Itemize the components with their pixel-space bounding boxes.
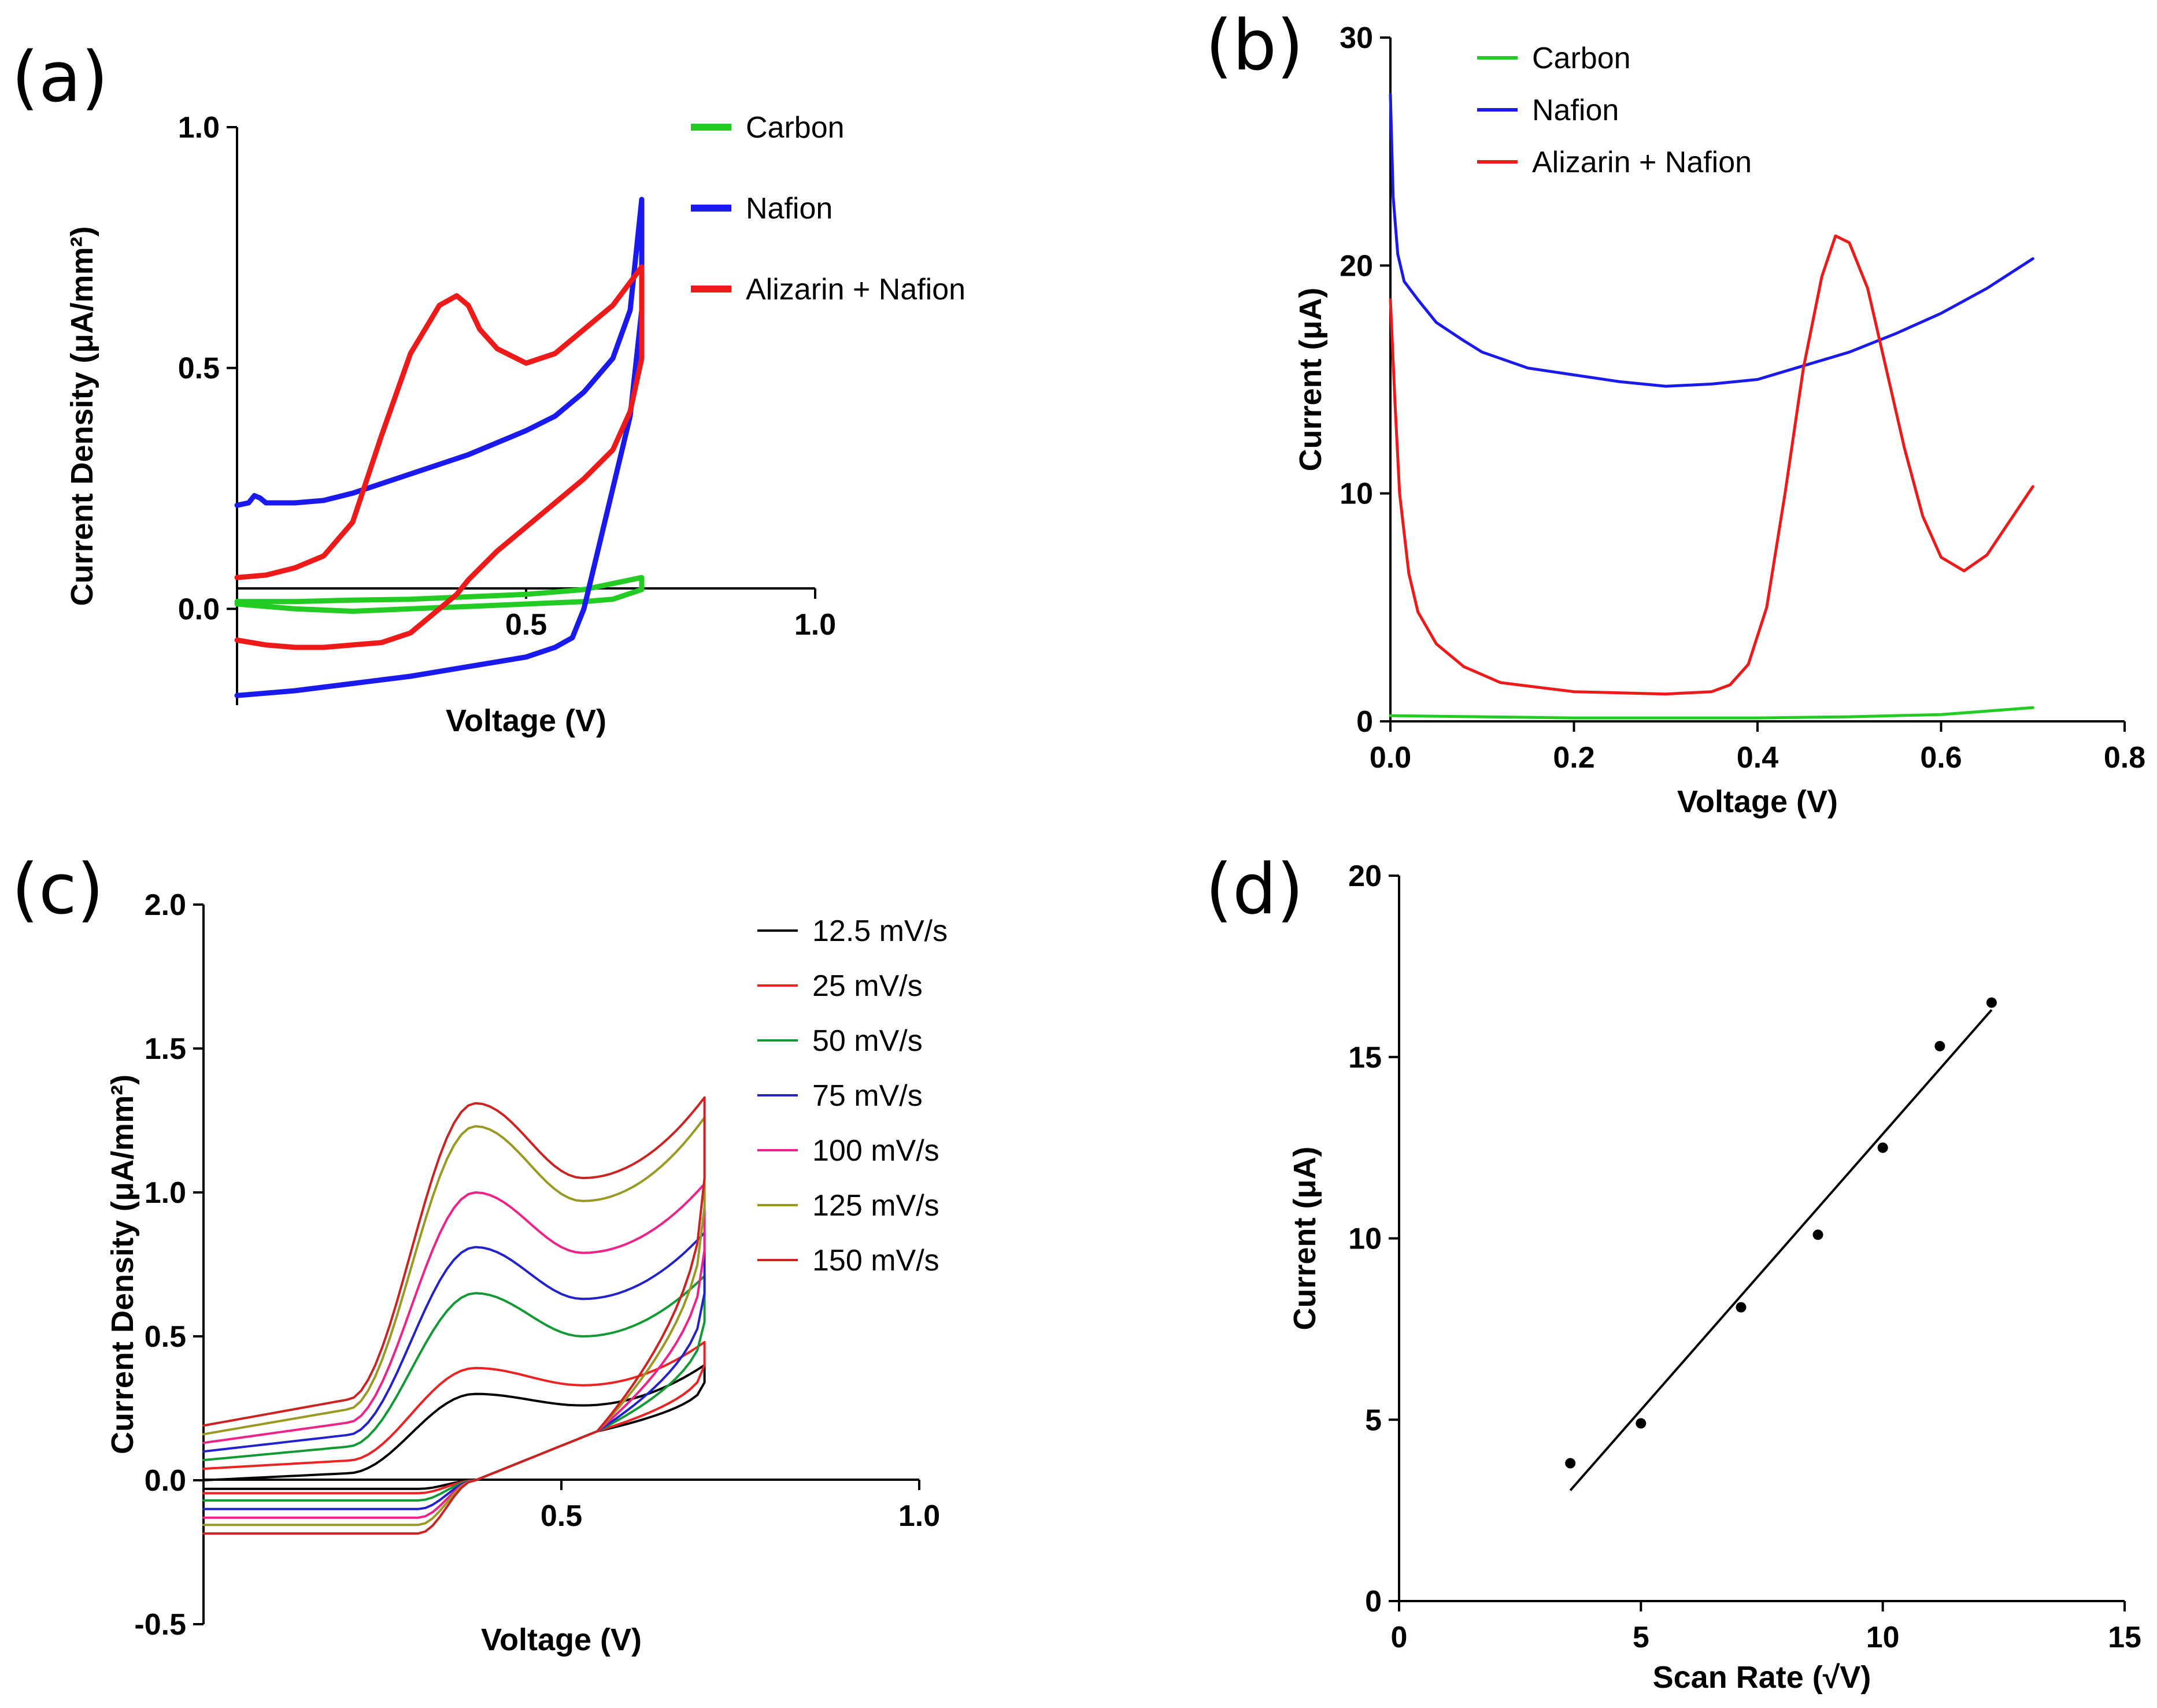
chart-b-y-tick-label: 10	[1340, 477, 1373, 511]
chart-b-y-tick-label: 20	[1340, 249, 1373, 283]
chart-a-series-alizarin-nafion	[234, 264, 645, 650]
chart-c-series-75-mv-s	[202, 1231, 706, 1510]
chart-c-series-100-mv-s	[202, 1183, 706, 1519]
chart-c-legend-label: 150 mV/s	[812, 1244, 939, 1277]
chart-b-y-tick-label: 0	[1356, 705, 1373, 739]
chart-d-y-axis-title: Current (μA)	[1287, 1146, 1322, 1330]
chart-b-x-tick-label: 0.0	[1370, 741, 1411, 775]
chart-c-series-12-5-mv-s	[202, 1364, 706, 1490]
chart-b-series-carbon	[1389, 706, 2034, 720]
chart-c-legend-label: 125 mV/s	[812, 1189, 939, 1222]
chart-c-legend-label: 12.5 mV/s	[812, 914, 948, 948]
chart-a-y-tick-label: 0.0	[178, 592, 220, 626]
chart-c: -0.5 0.0 0.5 1.0 1.5 2.0 0.5 1.0 Voltage (V) Curr…	[105, 888, 948, 1657]
chart-d-x-axis-title: Scan Rate (√V)	[1653, 1660, 1871, 1695]
chart-d-y-tick-label: 0	[1365, 1585, 1382, 1618]
chart-d-x-tick-label: 5	[1633, 1621, 1649, 1654]
chart-b-series-alizarin-nafion	[1389, 234, 2034, 696]
chart-c-y-tick-label: 0.5	[145, 1320, 186, 1354]
chart-d-point	[1736, 1302, 1747, 1313]
chart-d-x-tick-label: 15	[2108, 1621, 2141, 1654]
chart-b-x-tick-label: 0.8	[2104, 741, 2145, 775]
chart-c-series-150-mv-s	[202, 1096, 706, 1535]
chart-d-point	[1636, 1418, 1647, 1429]
chart-c-legend-label: 50 mV/s	[812, 1024, 923, 1058]
chart-a-y-tick-label: 0.5	[178, 352, 220, 386]
chart-c-series-25-mv-s	[202, 1341, 706, 1495]
chart-a-y-tick-label: 1.0	[178, 111, 220, 145]
chart-a-x-axis-title: Voltage (V)	[446, 703, 606, 738]
chart-b-x-tick-label: 0.6	[1920, 741, 1962, 775]
chart-c-y-axis-title: Current Density (μA/mm²)	[105, 1075, 140, 1454]
chart-b-x-axis-title: Voltage (V)	[1677, 784, 1838, 819]
chart-d-point	[1877, 1142, 1888, 1153]
chart-a-legend-label: Carbon	[746, 111, 845, 145]
chart-a-x-tick-label: 1.0	[794, 608, 836, 642]
chart-b-legend-label: Carbon	[1532, 42, 1631, 75]
chart-d: 0 5 10 15 20 0 5 10 15 Scan Rate (√V) Current (μA)	[1287, 859, 2141, 1695]
chart-c-legend-label: 25 mV/s	[812, 969, 923, 1003]
chart-d-x-tick-label: 0	[1391, 1621, 1408, 1654]
chart-d-y-tick-label: 15	[1348, 1041, 1382, 1075]
chart-b: 0 10 20 30 0.0 0.2 0.4 0.6 0.8 Voltage (V) Current…	[1293, 21, 2145, 819]
chart-b-legend-label: Nafion	[1532, 94, 1619, 127]
chart-a-y-axis-title: Current Density (μA/mm²)	[65, 226, 99, 606]
chart-c-y-tick-label: 1.5	[145, 1032, 186, 1066]
chart-d-y-tick-label: 10	[1348, 1222, 1382, 1256]
chart-c-x-tick-label: 1.0	[898, 1499, 940, 1533]
chart-a-legend-label: Nafion	[746, 192, 833, 225]
chart-b-legend-label: Alizarin + Nafion	[1532, 146, 1752, 179]
chart-c-y-tick-label: 1.0	[145, 1176, 186, 1210]
panel-b-label: (b)	[1205, 6, 1304, 86]
chart-d-y-tick-label: 5	[1365, 1403, 1382, 1437]
chart-c-legend-label: 100 mV/s	[812, 1134, 939, 1168]
chart-d-point	[1565, 1458, 1576, 1469]
chart-a-series-carbon	[234, 575, 645, 614]
panel-d-label: (d)	[1205, 850, 1304, 930]
chart-b-series-nafion	[1389, 93, 2034, 388]
chart-b-x-tick-label: 0.4	[1737, 741, 1778, 775]
chart-b-x-tick-label: 0.2	[1553, 741, 1594, 775]
chart-c-y-tick-label: 2.0	[145, 888, 186, 922]
chart-d-point	[1986, 997, 1997, 1008]
chart-b-y-tick-label: 30	[1340, 21, 1373, 55]
chart-c-x-tick-label: 0.5	[541, 1499, 582, 1533]
chart-d-fit-line	[1569, 1009, 1993, 1491]
chart-c-y-tick-label: -0.5	[134, 1608, 186, 1642]
panel-c-label: (c)	[12, 850, 104, 930]
chart-b-y-axis-title: Current (μA)	[1293, 287, 1328, 471]
chart-d-point	[1934, 1040, 1945, 1051]
panel-a-label: (a)	[12, 38, 108, 118]
chart-c-legend-label: 75 mV/s	[812, 1079, 923, 1113]
chart-c-y-tick-label: 0.0	[145, 1464, 186, 1498]
chart-d-point	[1812, 1229, 1823, 1240]
chart-a-legend-label: Alizarin + Nafion	[746, 273, 965, 306]
chart-c-x-axis-title: Voltage (V)	[481, 1622, 642, 1657]
chart-d-y-tick-label: 20	[1348, 859, 1382, 893]
chart-d-x-tick-label: 10	[1866, 1621, 1900, 1654]
chart-a-x-tick-label: 0.5	[505, 608, 547, 642]
chart-a-series-nafion	[234, 197, 645, 698]
chart-a: 0.0 0.5 1.0 0.5 1.0 Voltage (V) Current Densit…	[65, 111, 965, 738]
